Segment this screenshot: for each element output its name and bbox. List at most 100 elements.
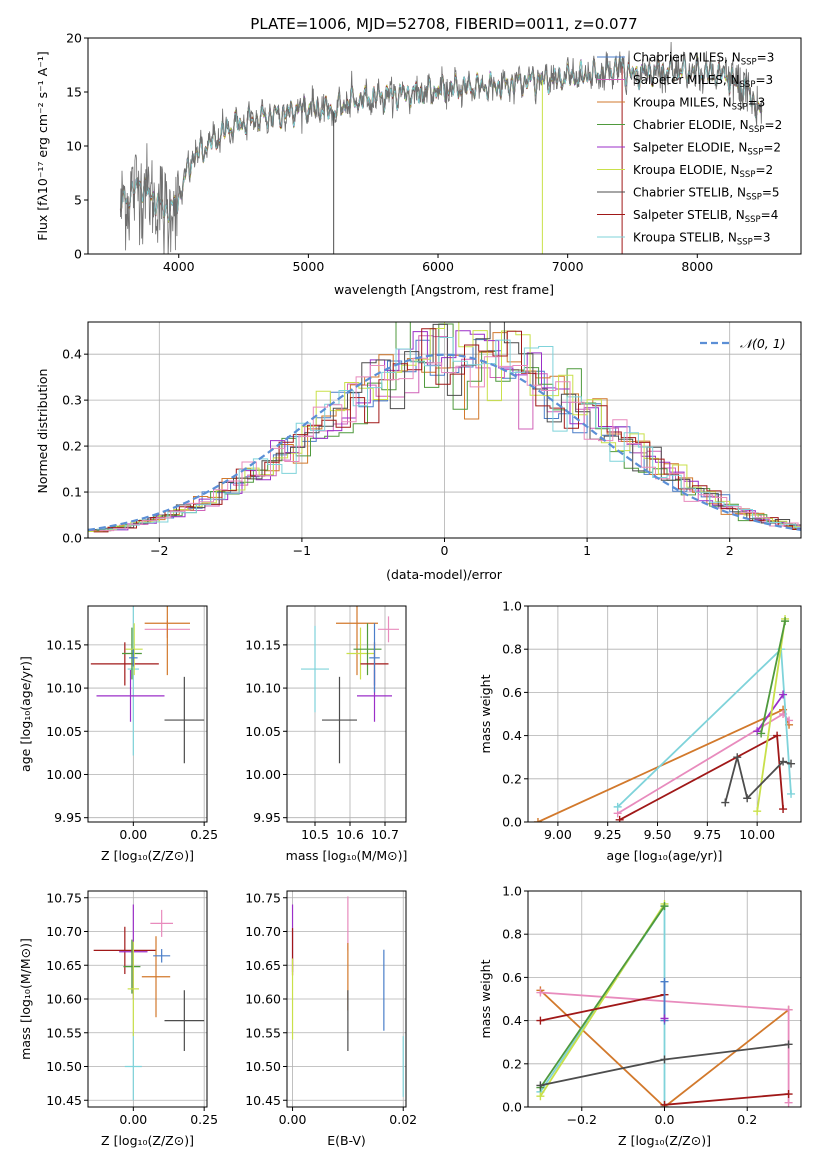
legend-subscript: SSP: [746, 193, 762, 203]
legend-label-value: =3: [748, 96, 766, 110]
y-tick-label: 0.6: [502, 970, 522, 985]
y-tick-label: 10.60: [245, 992, 281, 1007]
y-tick-label: 10.05: [46, 724, 82, 739]
x-tick-label: 6000: [422, 259, 454, 274]
z-weight-panel: −0.2 0.0 0.2 0.0 0.2 0.4 0.6 0.8 1.0 Z [log₁₀(Z/Z…: [478, 884, 802, 1148]
weight-line: [756, 618, 786, 812]
residual-y-label: Normed distribution: [35, 369, 50, 494]
spectrum-legend: Chabrier MILES, NSSP=3 Salpeter MILES, NS…: [597, 51, 782, 248]
legend-subscript: SSP: [741, 58, 757, 68]
y-tick-label: 0.3: [62, 393, 82, 408]
y-tick-label: 20: [66, 31, 82, 46]
weight-marker: [613, 802, 622, 811]
y-tick-label: 0.8: [502, 642, 522, 657]
y-tick-label: 0.4: [502, 728, 522, 743]
plot-content: [119, 41, 763, 254]
y-tick-label: 10.75: [245, 890, 281, 905]
residual-legend: 𝒩(0, 1): [700, 336, 786, 351]
x-axis-label: Z [log₁₀(Z/Z⊙)]: [101, 1133, 194, 1148]
y-tick-label: 0.2: [62, 439, 82, 454]
x-tick-label: 9.00: [544, 827, 572, 842]
plot-content: [291, 896, 404, 1097]
weight-marker: [779, 757, 788, 766]
x-tick-label: 10.6: [336, 827, 364, 842]
y-tick-label: 9.95: [253, 810, 281, 825]
residual-panel: −2 −1 0 1 2 0.0 0.1 0.2 0.3 0.4 (data-model)/erro…: [35, 321, 802, 582]
weight-marker: [536, 1016, 545, 1025]
residual-x-label: (data-model)/error: [386, 567, 503, 582]
x-tick-label: −1: [293, 543, 311, 558]
weight-marker: [536, 988, 545, 997]
plot-content: [301, 606, 399, 764]
residual-histogram: [88, 322, 801, 532]
weight-line: [539, 903, 666, 1107]
plot-content: [93, 904, 205, 1101]
axes-frame: [286, 605, 407, 823]
weight-marker: [660, 1100, 669, 1107]
x-tick-label: 0.25: [190, 827, 218, 842]
y-tick-label: 0.4: [502, 1013, 522, 1028]
spectrum-x-label: wavelength [Angstrom, rest frame]: [334, 282, 554, 297]
legend-label-value: =2: [755, 163, 773, 177]
x-tick-label: 10.00: [739, 827, 775, 842]
age-weight-panel: 9.00 9.25 9.50 9.75 10.00 0.0 0.2 0.4 0.6 0.8 1.0 a…: [478, 599, 802, 863]
weight-marker: [533, 818, 542, 822]
x-axis-label: Z [log₁₀(Z/Z⊙)]: [618, 1133, 711, 1148]
legend-label: Chabrier MILES, NSSP=3: [633, 51, 774, 68]
x-tick-label: 9.50: [644, 827, 672, 842]
y-tick-label: 1.0: [502, 884, 522, 899]
weight-line: [617, 647, 792, 808]
weight-marker: [757, 729, 766, 738]
plot-content: [88, 322, 801, 533]
y-axis-label: mass weight: [478, 674, 493, 753]
weight-marker: [784, 1098, 793, 1107]
y-tick-label: 10.75: [46, 890, 82, 905]
weight-marker: [536, 1081, 545, 1090]
x-tick-label: 0.0: [655, 1112, 675, 1127]
weight-marker: [660, 902, 669, 911]
residual-plot-area: −2 −1 0 1 2 0.0 0.1 0.2 0.3 0.4: [62, 321, 802, 558]
y-tick-label: 10.60: [46, 992, 82, 1007]
plot-content: [533, 614, 796, 822]
y-tick-label: 10.55: [245, 1025, 281, 1040]
plot-content: [90, 606, 205, 764]
y-tick-label: 10.05: [245, 724, 281, 739]
y-axis-label: mass weight: [478, 959, 493, 1038]
residual-histogram: [99, 330, 801, 531]
x-tick-label: 5000: [292, 259, 324, 274]
weight-marker: [733, 753, 742, 762]
legend-subscript: SSP: [732, 103, 748, 113]
x-tick-label: 10.5: [301, 827, 329, 842]
plot-content: [536, 899, 793, 1107]
legend-subscript: SSP: [747, 148, 763, 158]
y-tick-label: 10.65: [245, 958, 281, 973]
legend-label: Salpeter MILES, NSSP=3: [633, 73, 773, 90]
x-tick-label: 9.25: [594, 827, 622, 842]
weight-marker: [784, 1040, 793, 1049]
x-tick-label: 4000: [163, 259, 195, 274]
weight-marker: [615, 815, 624, 822]
weight-marker: [660, 1055, 669, 1064]
legend-label-value: =2: [763, 141, 781, 155]
x-tick-label: −2: [150, 543, 168, 558]
ebv-mass-panel: 0.00 0.02 10.45 10.50 10.55 10.60 10.65 10.70 10…: [245, 890, 417, 1148]
y-tick-label: 10.15: [46, 637, 82, 652]
legend-label: Kroupa ELODIE, NSSP=2: [633, 163, 773, 180]
legend-subscript: SSP: [740, 80, 756, 90]
z-age-panel: 0.00 0.25 9.95 10.00 10.05 10.10 10.15 Z [log₁₀…: [18, 605, 218, 863]
y-tick-label: 10.45: [245, 1093, 281, 1108]
weight-marker: [781, 617, 790, 626]
x-tick-label: 8000: [681, 259, 713, 274]
y-tick-label: 10.70: [245, 924, 281, 939]
weight-marker: [743, 794, 752, 803]
observed-spectrum: [120, 41, 763, 254]
x-axis-label: E(B-V): [327, 1133, 366, 1148]
y-tick-label: 10.00: [46, 767, 82, 782]
x-tick-label: 10.7: [371, 827, 399, 842]
weight-marker: [773, 731, 782, 740]
x-tick-label: 0: [441, 543, 449, 558]
y-tick-label: 10: [66, 139, 82, 154]
axes-frame: [527, 605, 802, 823]
y-axis-label: age [log₁₀(age/yr)]: [18, 656, 33, 772]
